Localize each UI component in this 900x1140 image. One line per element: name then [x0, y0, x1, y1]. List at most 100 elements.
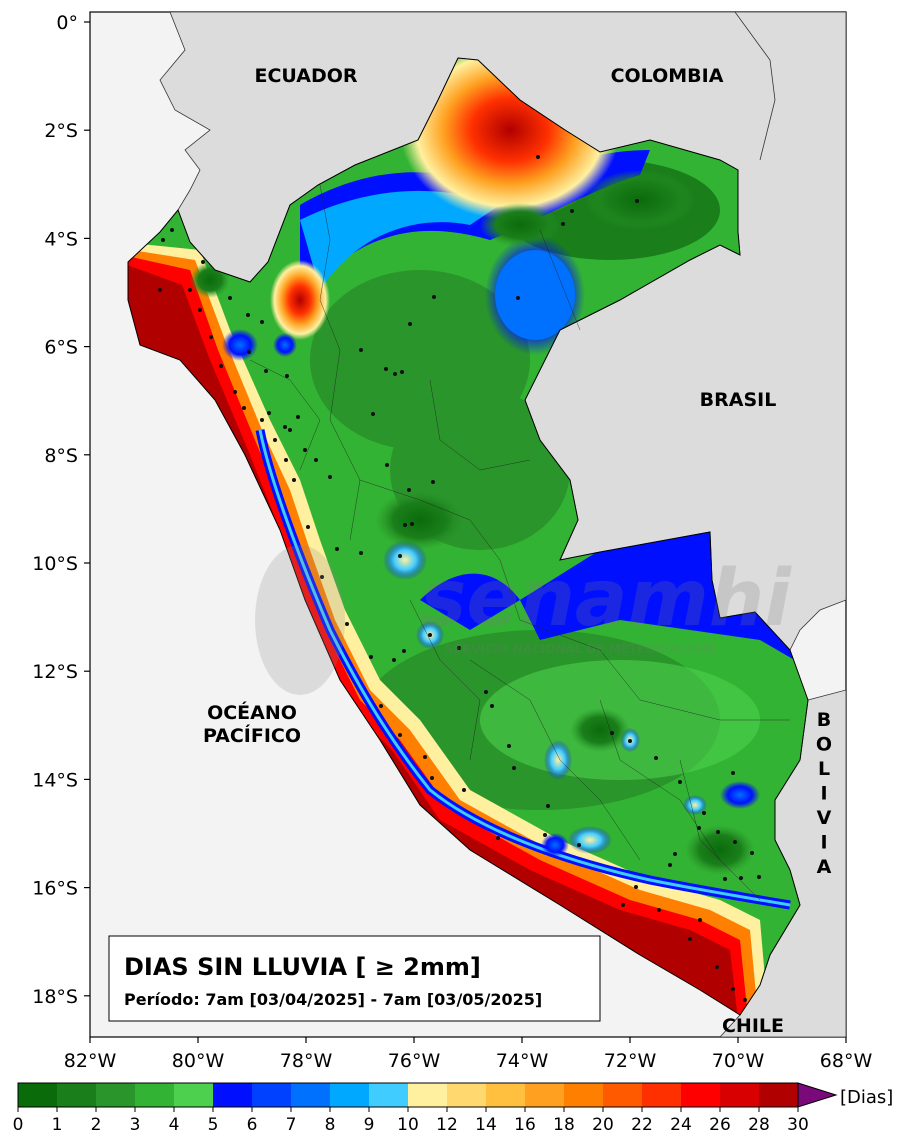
- station-point: [246, 313, 250, 317]
- station-point: [345, 622, 349, 626]
- colorbar-extend-arrow: [797, 1082, 838, 1108]
- colorbar-swatch: [759, 1083, 799, 1107]
- station-point: [490, 704, 494, 708]
- colorbar-tick-label: 16: [514, 1115, 536, 1135]
- lat-tick-label: 14°S: [32, 769, 78, 791]
- colorbar-unit: [Dias]: [840, 1087, 893, 1108]
- lon-tick-label: 68°W: [820, 1050, 873, 1072]
- colorbar-swatch: [135, 1083, 175, 1107]
- colorbar-swatch: [525, 1083, 565, 1107]
- station-point: [273, 438, 277, 442]
- station-point: [201, 260, 205, 264]
- station-point: [739, 876, 743, 880]
- label-colombia: COLOMBIA: [611, 65, 724, 87]
- station-point: [158, 288, 162, 292]
- lon-tick-label: 76°W: [388, 1050, 441, 1072]
- lat-tick-label: 10°S: [32, 553, 78, 575]
- station-point: [716, 830, 720, 834]
- station-point: [393, 372, 397, 376]
- station-point: [400, 370, 404, 374]
- bolivia-letter: B: [817, 709, 831, 731]
- colorbar-tick-label: 2: [91, 1115, 102, 1135]
- station-point: [359, 348, 363, 352]
- border-line: [734, 12, 776, 161]
- colorbar-swatch: [174, 1083, 214, 1107]
- station-point: [543, 833, 547, 837]
- station-point: [507, 744, 511, 748]
- colorbar-swatch: [57, 1083, 97, 1107]
- station-point: [335, 547, 339, 551]
- station-point: [209, 335, 213, 339]
- colorbar-tick-label: 1: [52, 1115, 63, 1135]
- station-point: [320, 575, 324, 579]
- station-point: [392, 658, 396, 662]
- colorbar-swatch: [96, 1083, 136, 1107]
- station-point: [314, 458, 318, 462]
- colorbar-tick-label: 18: [553, 1115, 575, 1135]
- station-point: [430, 776, 434, 780]
- station-point: [512, 766, 516, 770]
- bolivia-letter: A: [817, 856, 832, 878]
- colorbar-swatch: [330, 1083, 370, 1107]
- station-point: [688, 937, 692, 941]
- station-point: [260, 418, 264, 422]
- station-point: [462, 788, 466, 792]
- station-point: [219, 364, 223, 368]
- lon-axis: 82°W 80°W 78°W 76°W 74°W 72°W 70°W 68°W: [64, 1037, 873, 1072]
- station-point: [668, 863, 672, 867]
- station-point: [715, 965, 719, 969]
- lat-tick-label: 8°S: [44, 445, 78, 467]
- lon-tick-label: 82°W: [64, 1050, 117, 1072]
- lat-tick-label: 18°S: [32, 986, 78, 1008]
- lat-tick-label: 6°S: [44, 337, 78, 359]
- colorbar: 0 1 2 3 4 5 6 7 8 9 10 12 14 16 18 20 22 24 26 28 30: [13, 1082, 838, 1135]
- watermark-brand: senamhi: [420, 554, 792, 644]
- colorbar-tick-label: 3: [130, 1115, 141, 1135]
- colorbar-tick-label: 24: [670, 1115, 692, 1135]
- station-point: [398, 554, 402, 558]
- station-point: [673, 852, 677, 856]
- lon-tick-label: 78°W: [280, 1050, 333, 1072]
- station-point: [698, 918, 702, 922]
- lat-tick-label: 16°S: [32, 878, 78, 900]
- station-point: [264, 369, 268, 373]
- colorbar-swatch: [603, 1083, 643, 1107]
- station-point: [628, 739, 632, 743]
- station-point: [384, 367, 388, 371]
- station-point: [228, 296, 232, 300]
- colorbar-tick-label: 8: [325, 1115, 336, 1135]
- colorbar-tick-label: 5: [208, 1115, 219, 1135]
- colorbar-swatch: [408, 1083, 448, 1107]
- peru-outline: [127, 57, 809, 1016]
- colorbar-swatch: [447, 1083, 487, 1107]
- colorbar-tick-label: 6: [247, 1115, 258, 1135]
- lat-tick-label: 0°: [56, 12, 78, 34]
- station-point: [188, 288, 192, 292]
- station-point: [733, 840, 737, 844]
- station-point: [428, 633, 432, 637]
- station-point: [561, 222, 565, 226]
- station-point: [398, 733, 402, 737]
- station-point: [431, 480, 435, 484]
- colorbar-swatch: [18, 1083, 58, 1107]
- station-point: [410, 522, 414, 526]
- colorbar-swatch: [252, 1083, 292, 1107]
- station-point: [198, 308, 202, 312]
- station-point: [242, 406, 246, 410]
- station-point: [285, 374, 289, 378]
- station-point: [267, 411, 271, 415]
- watermark: senamhi SERVICIO NACIONAL DE METEOROLOGÍ…: [255, 545, 792, 695]
- lon-tick-label: 80°W: [172, 1050, 225, 1072]
- map-period: Período: 7am [03/04/2025] - 7am [03/05/2…: [124, 990, 542, 1009]
- station-point: [484, 690, 488, 694]
- colorbar-swatch: [486, 1083, 526, 1107]
- info-box: DIAS SIN LLUVIA [ ≥ 2mm] Período: 7am [0…: [108, 935, 601, 1022]
- department-borders: [249, 184, 790, 901]
- lon-tick-label: 70°W: [712, 1050, 765, 1072]
- bolivia-letter: I: [820, 783, 827, 805]
- station-points: [158, 155, 761, 1002]
- station-point: [306, 525, 310, 529]
- station-point: [233, 390, 237, 394]
